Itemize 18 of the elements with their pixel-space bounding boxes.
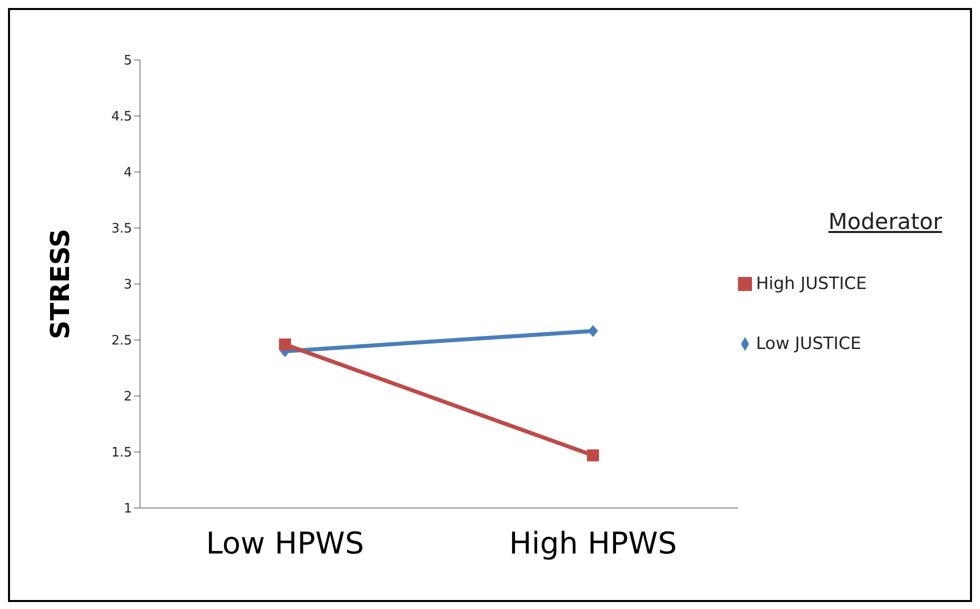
y-tick-label: 2 bbox=[124, 390, 132, 405]
y-tick-label: 2.5 bbox=[111, 334, 132, 349]
x-tick-label: Low HPWS bbox=[206, 526, 364, 562]
legend-label: High JUSTICE bbox=[756, 274, 867, 294]
y-tick-label: 3 bbox=[124, 278, 132, 293]
legend-title: Moderator bbox=[828, 210, 942, 235]
x-tick-label: High HPWS bbox=[509, 526, 677, 562]
y-tick-label: 4.5 bbox=[111, 110, 132, 125]
point bbox=[279, 338, 291, 350]
y-tick-label: 1.5 bbox=[111, 446, 132, 461]
y-tick-label: 3.5 bbox=[111, 222, 132, 237]
legend-label: Low JUSTICE bbox=[756, 334, 862, 354]
y-tick-label: 5 bbox=[124, 54, 132, 69]
point bbox=[587, 449, 599, 462]
y-tick-label: 4 bbox=[124, 166, 132, 181]
y-axis-title: STRESS bbox=[46, 228, 76, 340]
y-tick-label: 1 bbox=[124, 502, 132, 517]
point bbox=[588, 325, 598, 338]
